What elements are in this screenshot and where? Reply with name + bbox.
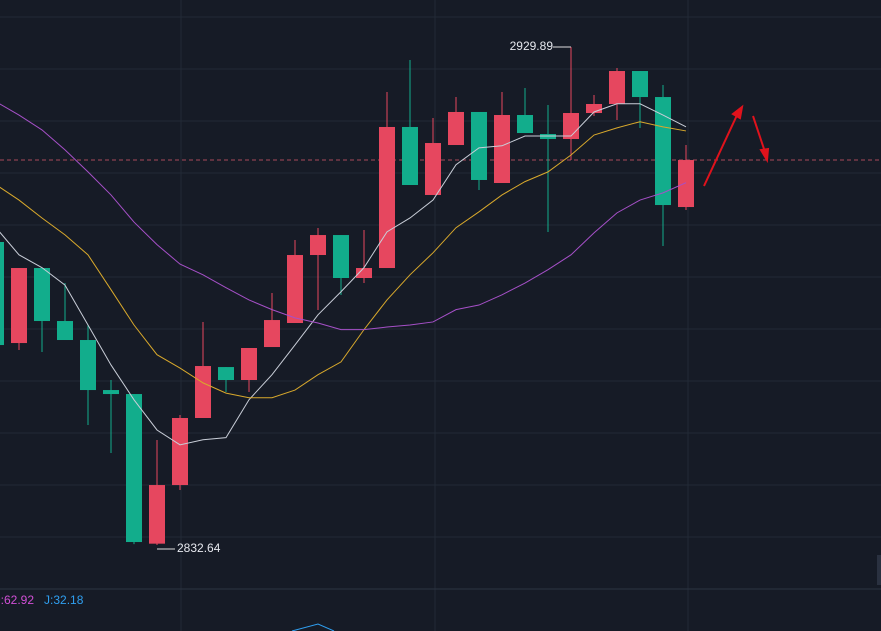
candle-body <box>126 394 142 543</box>
candle-body <box>425 143 441 195</box>
drawing-arrows <box>703 104 770 187</box>
candle-body <box>609 71 625 104</box>
plot: 2929.89 2832.64 <box>0 39 881 555</box>
candle-body <box>632 71 648 98</box>
scroll-edge <box>877 555 881 585</box>
candle-body <box>287 255 303 324</box>
candle-body <box>448 111 464 146</box>
candle-body <box>356 268 372 279</box>
candle-body <box>471 111 487 180</box>
candle-body <box>103 390 119 395</box>
moving-average <box>0 103 687 446</box>
candle-body <box>655 97 671 206</box>
candle-body <box>586 103 602 114</box>
candle-body <box>11 268 27 344</box>
candle-body <box>563 113 579 140</box>
candle-body <box>333 235 349 279</box>
candle-body <box>517 115 533 134</box>
indicator-label: J:32.18 <box>44 593 84 607</box>
candle-body <box>678 160 694 208</box>
candle-body <box>241 348 257 381</box>
candle-body <box>195 366 211 419</box>
candle-body <box>80 340 96 391</box>
candle-body <box>0 242 4 346</box>
indicator-line <box>291 623 335 631</box>
extreme-label: 2929.89 <box>510 39 554 53</box>
candle-body <box>402 126 418 186</box>
candle-body <box>264 320 280 348</box>
candle-body <box>34 268 50 322</box>
moving-average <box>0 121 687 399</box>
candle-body <box>494 115 510 184</box>
extreme-label: 2832.64 <box>177 541 221 555</box>
indicator-label: D:62.92 <box>0 593 34 607</box>
candle-body <box>149 485 165 544</box>
candle-body <box>310 235 326 256</box>
candle-body <box>379 126 395 269</box>
candle-body <box>172 418 188 486</box>
candle-body <box>218 367 234 381</box>
moving-average <box>0 103 687 331</box>
candle-body <box>57 321 73 341</box>
